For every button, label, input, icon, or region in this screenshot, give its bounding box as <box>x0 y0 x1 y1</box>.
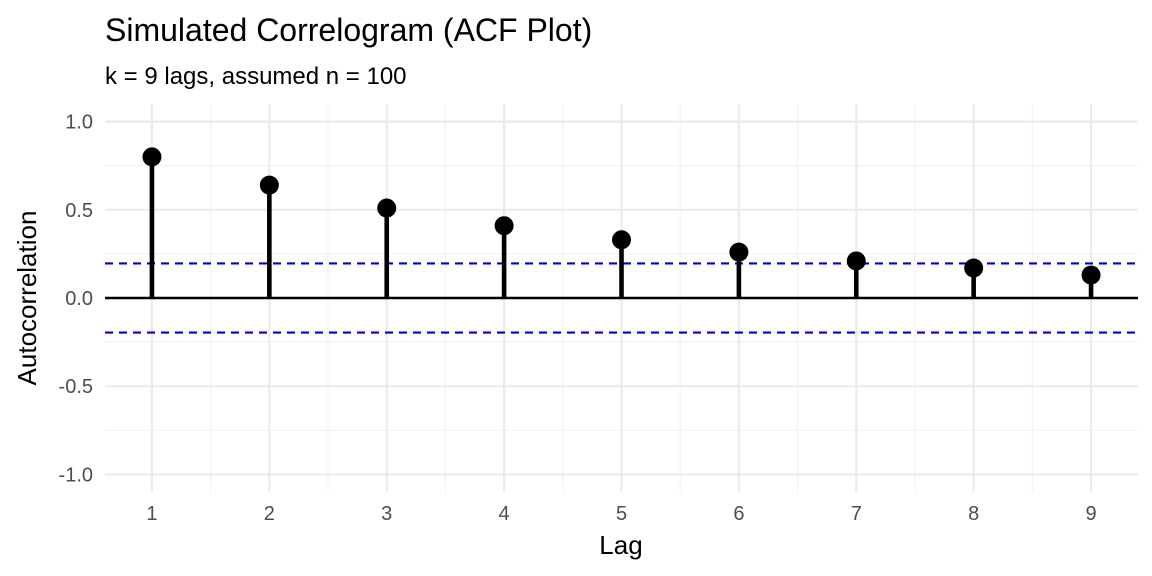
y-tick-label: 0.0 <box>65 288 93 310</box>
x-tick-label: 9 <box>1085 503 1096 525</box>
point-lag-4 <box>494 216 514 236</box>
chart-title: Simulated Correlogram (ACF Plot) <box>105 12 592 48</box>
points <box>142 147 1101 285</box>
stems <box>149 156 1094 298</box>
x-tick-label: 7 <box>851 503 862 525</box>
x-axis-title: Lag <box>599 530 642 560</box>
y-tick-label: -1.0 <box>59 464 93 486</box>
chart-subtitle: k = 9 lags, assumed n = 100 <box>105 63 407 90</box>
point-lag-3 <box>377 198 397 218</box>
x-tick-label: 5 <box>616 503 627 525</box>
x-tick-label: 4 <box>499 503 510 525</box>
x-tick-label: 2 <box>264 503 275 525</box>
x-tick-label: 3 <box>381 503 392 525</box>
x-tick-label: 6 <box>733 503 744 525</box>
x-axis-ticks: 1 2 3 4 5 6 7 8 9 <box>146 503 1096 525</box>
x-tick-label: 1 <box>146 503 157 525</box>
y-axis-ticks: -1.0 -0.5 0.0 0.5 1.0 <box>59 112 93 487</box>
y-axis-title: Autocorrelation <box>12 211 42 386</box>
point-lag-5 <box>612 230 631 250</box>
x-tick-label: 8 <box>968 503 979 525</box>
y-tick-label: 0.5 <box>65 200 93 222</box>
point-lag-1 <box>142 147 162 167</box>
y-tick-label: -0.5 <box>59 376 93 398</box>
point-lag-2 <box>259 175 279 195</box>
point-lag-6 <box>729 242 749 262</box>
point-lag-8 <box>964 258 984 278</box>
y-tick-label: 1.0 <box>65 112 93 134</box>
point-lag-9 <box>1081 265 1101 285</box>
point-lag-7 <box>846 251 866 271</box>
